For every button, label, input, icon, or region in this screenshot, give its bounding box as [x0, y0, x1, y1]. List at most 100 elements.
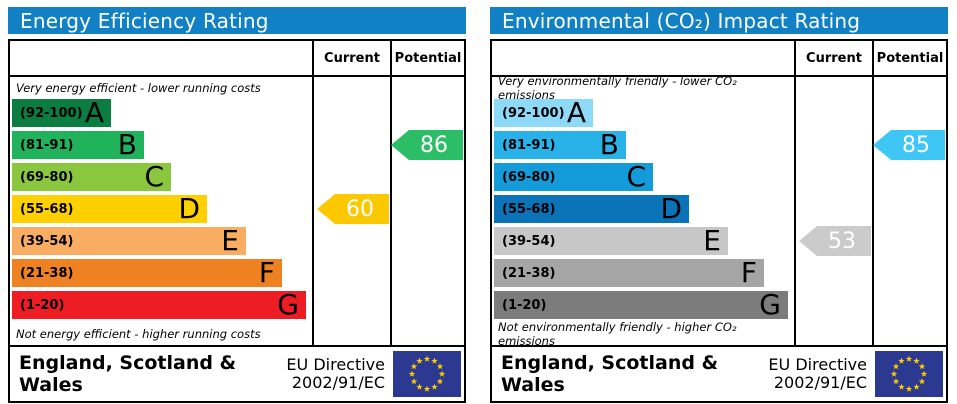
band-range: (81-91) — [502, 137, 556, 153]
eu-flag-stars — [393, 351, 461, 397]
eu-flag-stars — [875, 351, 943, 397]
band-letter: D — [660, 192, 682, 225]
band-letter: A — [566, 96, 586, 129]
band-row-a: (92-100) A — [492, 99, 794, 131]
band-letter: A — [84, 96, 104, 129]
band-row-c: (69-80) C — [492, 163, 794, 195]
band-row-f: (21-38) F — [492, 259, 794, 291]
potential-rating-value: 85 — [902, 132, 930, 158]
band-letter: F — [258, 256, 275, 289]
band-row-d: (55-68) D — [492, 195, 794, 227]
band-row-a: (92-100) A — [10, 99, 312, 131]
band-range: (1-20) — [502, 297, 547, 313]
band-bar-e: (39-54) E — [494, 227, 728, 255]
band-bar-f: (21-38) F — [12, 259, 282, 287]
panel-title-bar: Energy Efficiency Rating — [8, 7, 466, 34]
panel-title: Environmental (CO₂) Impact Rating — [502, 8, 861, 33]
band-row-b: (81-91) B — [10, 131, 312, 163]
band-range: (69-80) — [502, 169, 556, 185]
current-rating-value: 53 — [828, 228, 856, 254]
band-letter: B — [599, 128, 619, 161]
band-bar-d: (55-68) D — [494, 195, 689, 223]
table-body: Very energy efficient - lower running co… — [10, 77, 464, 345]
table-header-row: Current Potential — [10, 41, 464, 77]
band-range: (55-68) — [502, 201, 556, 217]
potential-rating-arrow: 86 — [391, 130, 463, 160]
eu-directive-label: EU Directive 2002/91/EC — [768, 354, 867, 392]
band-row-f: (21-38) F — [10, 259, 312, 291]
band-letter: C — [144, 160, 164, 193]
potential-value-column: 86 — [390, 77, 464, 345]
potential-value-column: 85 — [872, 77, 946, 345]
band-bar-a: (92-100) A — [12, 99, 111, 127]
current-column-header: Current — [312, 41, 390, 75]
potential-column-header: Potential — [390, 41, 464, 75]
band-range: (92-100) — [20, 105, 83, 121]
band-row-b: (81-91) B — [492, 131, 794, 163]
panel-title: Energy Efficiency Rating — [20, 8, 269, 33]
spacer-cell — [492, 41, 794, 75]
current-rating-arrow: 60 — [317, 194, 389, 224]
rating-table: Current Potential Very energy efficient … — [8, 39, 466, 403]
band-row-g: (1-20) G — [492, 291, 794, 323]
table-body: Very environmentally friendly - lower CO… — [492, 74, 946, 348]
spacer-cell — [10, 41, 312, 75]
current-value-column: 53 — [794, 77, 872, 345]
band-row-e: (39-54) E — [10, 227, 312, 259]
band-bar-c: (69-80) C — [12, 163, 171, 191]
potential-rating-arrow: 85 — [873, 130, 945, 160]
band-row-d: (55-68) D — [10, 195, 312, 227]
current-value-column: 60 — [312, 77, 390, 345]
panel-title-bar: Environmental (CO₂) Impact Rating — [490, 7, 948, 34]
band-bar-b: (81-91) B — [494, 131, 626, 159]
current-rating-arrow: 53 — [799, 226, 871, 256]
region-label: England, Scotland & Wales — [19, 352, 237, 396]
band-range: (92-100) — [502, 105, 565, 121]
band-bar-g: (1-20) G — [494, 291, 788, 319]
rating-scale-column: Very environmentally friendly - lower CO… — [492, 74, 794, 348]
current-column-header: Current — [794, 41, 872, 75]
table-footer: England, Scotland & Wales EU Directive 2… — [10, 345, 464, 401]
band-bar-e: (39-54) E — [12, 227, 246, 255]
band-letter: F — [740, 256, 757, 289]
band-row-g: (1-20) G — [10, 291, 312, 323]
band-letter: D — [178, 192, 200, 225]
potential-rating-value: 86 — [420, 132, 448, 158]
bottom-caption: Not energy efficient - higher running co… — [16, 327, 261, 341]
band-range: (69-80) — [20, 169, 74, 185]
table-header-row: Current Potential — [492, 41, 946, 77]
band-letter: C — [626, 160, 646, 193]
band-row-e: (39-54) E — [492, 227, 794, 259]
eu-directive-label: EU Directive 2002/91/EC — [286, 354, 385, 392]
band-row-c: (69-80) C — [10, 163, 312, 195]
band-letter: G — [759, 288, 781, 321]
band-letter: E — [221, 224, 239, 257]
current-rating-value: 60 — [346, 196, 374, 222]
band-range: (39-54) — [20, 233, 74, 249]
band-bar-f: (21-38) F — [494, 259, 764, 287]
band-range: (21-38) — [20, 265, 74, 281]
top-caption: Very energy efficient - lower running co… — [16, 81, 261, 95]
band-bar-c: (69-80) C — [494, 163, 653, 191]
bottom-caption: Not environmentally friendly - higher CO… — [498, 320, 737, 348]
table-footer: England, Scotland & Wales EU Directive 2… — [492, 345, 946, 401]
band-range: (55-68) — [20, 201, 74, 217]
band-range: (1-20) — [20, 297, 65, 313]
rating-scale-column: Very energy efficient - lower running co… — [10, 77, 312, 345]
band-bar-d: (55-68) D — [12, 195, 207, 223]
band-range: (21-38) — [502, 265, 556, 281]
top-caption: Very environmentally friendly - lower CO… — [498, 74, 737, 102]
region-label: England, Scotland & Wales — [501, 352, 719, 396]
energy-efficiency-panel: Energy Efficiency Rating Current Potenti… — [8, 7, 466, 403]
band-bar-b: (81-91) B — [12, 131, 144, 159]
rating-table: Current Potential Very environmentally f… — [490, 39, 948, 403]
potential-column-header: Potential — [872, 41, 946, 75]
band-range: (81-91) — [20, 137, 74, 153]
band-letter: B — [117, 128, 137, 161]
band-letter: E — [703, 224, 721, 257]
band-bar-g: (1-20) G — [12, 291, 306, 319]
band-bar-a: (92-100) A — [494, 99, 593, 127]
band-letter: G — [277, 288, 299, 321]
environmental-impact-panel: Environmental (CO₂) Impact Rating Curren… — [490, 7, 948, 403]
